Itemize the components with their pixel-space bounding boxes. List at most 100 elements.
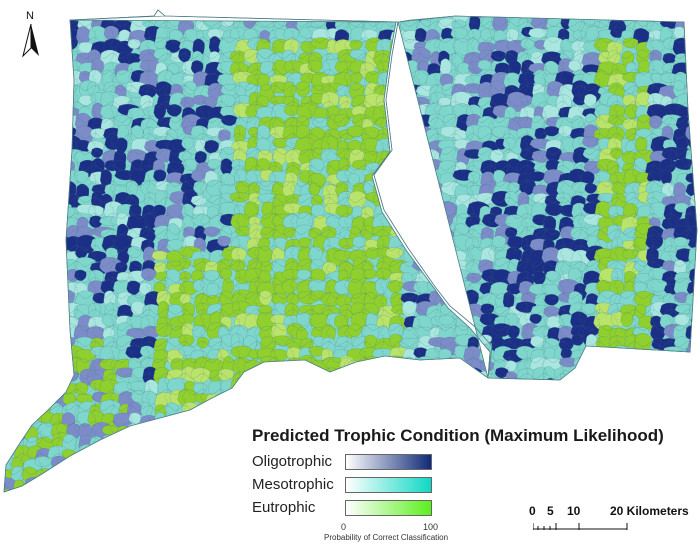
watershed-patch (52, 184, 67, 195)
watershed-patch (504, 468, 517, 489)
watershed-patch (571, 487, 588, 492)
watershed-patch (49, 322, 72, 341)
watershed-patch (217, 402, 232, 423)
watershed-patch (427, 381, 451, 398)
watershed-patch (165, 434, 181, 453)
watershed-patch (209, 10, 227, 24)
watershed-patch (91, 10, 112, 19)
watershed-patch (633, 403, 646, 415)
watershed-patch (233, 436, 246, 454)
watershed-patch (335, 399, 356, 415)
watershed-patch (660, 369, 683, 380)
watershed-patch (39, 105, 61, 119)
watershed-patch (40, 348, 57, 361)
watershed-patch (11, 323, 24, 342)
watershed-patch (429, 239, 452, 258)
watershed-patch (4, 49, 18, 69)
watershed-patch (415, 238, 432, 255)
watershed-patch (8, 237, 24, 249)
watershed-patch (39, 127, 61, 141)
watershed-patch (676, 466, 693, 482)
watershed-patch (584, 348, 598, 362)
watershed-patch (77, 458, 97, 474)
watershed-patch (52, 106, 69, 123)
watershed-patch (684, 466, 697, 483)
watershed-patch (399, 116, 415, 131)
watershed-patch (582, 445, 600, 461)
watershed-patch (24, 127, 44, 141)
watershed-patch (142, 477, 156, 492)
watershed-patch (637, 490, 650, 492)
watershed-patch (533, 469, 549, 481)
watershed-patch (4, 301, 17, 322)
watershed-patch (4, 227, 10, 241)
watershed-patch (547, 489, 560, 492)
watershed-patch (155, 480, 168, 492)
watershed-patch (9, 281, 25, 294)
watershed-patch (543, 10, 560, 18)
watershed-patch (598, 480, 613, 492)
watershed-patch (100, 444, 119, 465)
watershed-patch (659, 446, 677, 460)
watershed-patch (233, 402, 252, 421)
watershed-patch (100, 457, 122, 470)
watershed-patch (557, 458, 576, 476)
watershed-patch (633, 10, 648, 23)
watershed-patch (593, 468, 612, 480)
watershed-patch (155, 465, 169, 484)
watershed-patch (515, 458, 531, 471)
north-arrow-label: N (26, 10, 34, 22)
watershed-patch (38, 217, 51, 232)
watershed-patch (481, 455, 501, 475)
watershed-patch (609, 381, 628, 395)
watershed-patch (441, 477, 456, 492)
watershed-patch (399, 391, 418, 403)
watershed-patch (389, 168, 403, 189)
watershed-patch (165, 458, 178, 474)
watershed-patch (25, 236, 42, 255)
watershed-patch (386, 105, 400, 121)
watershed-patch (429, 393, 447, 407)
watershed-patch (568, 392, 590, 407)
watershed-patch (52, 96, 75, 112)
watershed-patch (36, 292, 49, 307)
watershed-patch (624, 390, 645, 401)
watershed-patch (491, 401, 509, 420)
watershed-patch (48, 337, 64, 352)
watershed-patch (23, 201, 45, 221)
watershed-patch (634, 392, 647, 408)
watershed-patch (568, 479, 581, 490)
watershed-patch (573, 383, 586, 394)
watershed-patch (4, 70, 20, 83)
legend-probability-axis: 0 100 Probability of Correct Classificat… (324, 522, 448, 546)
watershed-patch (442, 388, 462, 407)
watershed-patch (76, 481, 93, 492)
watershed-patch (47, 82, 71, 102)
watershed-patch (52, 304, 68, 319)
watershed-patch (467, 491, 481, 492)
watershed-patch (4, 247, 22, 262)
watershed-patch (220, 479, 240, 490)
watershed-patch (35, 268, 57, 286)
watershed-patch (611, 355, 626, 373)
watershed-patch (25, 194, 40, 212)
watershed-patch (298, 369, 312, 382)
watershed-patch (244, 370, 259, 381)
watershed-patch (130, 480, 145, 492)
watershed-patch (12, 303, 34, 316)
watershed-patch (466, 400, 486, 413)
watershed-patch (127, 10, 143, 22)
watershed-patch (399, 216, 411, 228)
watershed-patch (230, 447, 247, 465)
watershed-patch (216, 10, 235, 21)
watershed-patch (191, 470, 207, 481)
watershed-patch (427, 215, 442, 227)
watershed-patch (51, 37, 70, 56)
scale-bar: 0 5 10 20 Kilometers (529, 504, 697, 534)
watershed-patch (532, 455, 547, 467)
watershed-patch (443, 402, 457, 413)
watershed-patch (560, 10, 577, 18)
watershed-patch (53, 269, 69, 288)
watershed-patch (178, 445, 191, 465)
watershed-patch (425, 400, 447, 419)
